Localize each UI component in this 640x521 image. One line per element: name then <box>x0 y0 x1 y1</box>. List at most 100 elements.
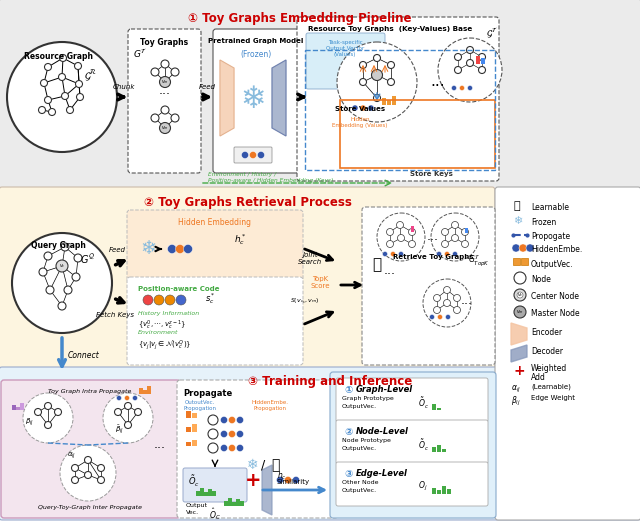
Circle shape <box>374 94 381 102</box>
Polygon shape <box>272 60 286 136</box>
Text: (Learnable): (Learnable) <box>531 384 571 391</box>
Circle shape <box>228 444 236 452</box>
Text: Query Graph: Query Graph <box>31 241 85 250</box>
Circle shape <box>221 430 227 438</box>
Text: HiddenEmbe.
Propogation: HiddenEmbe. Propogation <box>252 400 289 411</box>
Text: Connect: Connect <box>68 351 100 359</box>
Circle shape <box>387 241 394 247</box>
Text: Graph Prototype: Graph Prototype <box>342 396 394 401</box>
Text: ③: ③ <box>344 469 352 479</box>
Circle shape <box>387 79 394 85</box>
Text: ❄: ❄ <box>513 216 522 226</box>
Text: ①: ① <box>344 385 352 395</box>
Text: Graph-Level: Graph-Level <box>356 385 413 394</box>
Circle shape <box>451 234 458 242</box>
Circle shape <box>438 315 442 319</box>
Circle shape <box>444 287 451 293</box>
Circle shape <box>371 69 383 81</box>
Circle shape <box>408 229 415 235</box>
Circle shape <box>461 241 468 247</box>
Text: Weighted: Weighted <box>531 364 567 373</box>
Text: $v_m$: $v_m$ <box>516 308 524 316</box>
Circle shape <box>221 416 227 424</box>
FancyBboxPatch shape <box>513 258 520 265</box>
Circle shape <box>228 416 236 424</box>
FancyBboxPatch shape <box>336 462 488 506</box>
Circle shape <box>97 477 104 483</box>
Text: ...: ... <box>154 439 166 452</box>
Text: ...: ... <box>431 75 445 90</box>
Circle shape <box>257 152 264 158</box>
Circle shape <box>61 93 68 100</box>
Text: $\alpha_{ij}$: $\alpha_{ij}$ <box>67 451 77 461</box>
Circle shape <box>526 244 534 252</box>
Circle shape <box>479 67 486 73</box>
Text: $\tilde{O}_c$: $\tilde{O}_c$ <box>418 438 429 453</box>
Circle shape <box>360 79 367 85</box>
FancyBboxPatch shape <box>234 147 272 163</box>
Text: Propagate: Propagate <box>183 389 232 398</box>
Bar <box>432 447 436 452</box>
Text: $h_c$: $h_c$ <box>277 470 287 482</box>
Circle shape <box>125 403 131 410</box>
Text: $\bar{\beta}_{ij}$: $\bar{\beta}_{ij}$ <box>115 424 125 437</box>
Circle shape <box>445 252 449 256</box>
Text: Joint
Search: Joint Search <box>298 252 322 265</box>
Text: Feed: Feed <box>198 84 216 90</box>
Circle shape <box>58 73 65 81</box>
Circle shape <box>514 306 526 318</box>
Bar <box>186 411 191 418</box>
Text: (Frozen): (Frozen) <box>241 50 271 59</box>
FancyBboxPatch shape <box>128 29 201 173</box>
Circle shape <box>517 292 523 298</box>
Bar <box>224 501 228 506</box>
Bar <box>212 491 216 496</box>
Circle shape <box>360 61 367 68</box>
Polygon shape <box>220 60 234 136</box>
Text: $v_m$: $v_m$ <box>161 124 169 132</box>
Circle shape <box>151 68 159 76</box>
Text: Master Node: Master Node <box>531 309 580 318</box>
Circle shape <box>38 106 45 114</box>
Text: Chunk: Chunk <box>113 84 135 90</box>
Circle shape <box>49 108 56 116</box>
Circle shape <box>461 229 468 235</box>
Circle shape <box>84 472 92 478</box>
Circle shape <box>399 252 403 256</box>
Text: Propogate: Propogate <box>531 232 570 241</box>
Circle shape <box>46 286 54 294</box>
Bar <box>437 408 441 410</box>
Polygon shape <box>511 323 527 345</box>
Text: ...: ... <box>159 83 171 96</box>
Text: $\{v_c^0,\cdots,v_c^{z-1}\}$: $\{v_c^0,\cdots,v_c^{z-1}\}$ <box>138 319 186 332</box>
FancyBboxPatch shape <box>177 380 338 518</box>
Text: Vec.: Vec. <box>186 510 199 515</box>
Text: Frozen: Frozen <box>531 218 556 227</box>
Circle shape <box>56 260 68 272</box>
Circle shape <box>74 63 81 69</box>
FancyBboxPatch shape <box>0 187 495 371</box>
Text: Decoder: Decoder <box>531 347 563 356</box>
Text: ②: ② <box>344 427 352 437</box>
FancyBboxPatch shape <box>127 210 303 281</box>
Text: History Information: History Information <box>138 311 199 316</box>
Circle shape <box>23 393 73 443</box>
Text: Pretrained Graph Model: Pretrained Graph Model <box>208 38 304 44</box>
Bar <box>476 56 480 64</box>
Circle shape <box>512 244 520 252</box>
Circle shape <box>45 421 51 428</box>
FancyBboxPatch shape <box>213 29 299 173</box>
Bar <box>437 445 441 452</box>
Bar <box>12 405 16 410</box>
Circle shape <box>171 68 179 76</box>
Text: +: + <box>244 470 261 490</box>
FancyBboxPatch shape <box>330 372 496 518</box>
Circle shape <box>175 244 184 254</box>
Bar <box>387 100 391 105</box>
Text: Learnable: Learnable <box>531 203 569 212</box>
Text: 🔥: 🔥 <box>513 201 520 211</box>
Bar <box>186 442 191 446</box>
Text: Resource Graph: Resource Graph <box>24 52 93 61</box>
Bar <box>442 449 446 452</box>
Bar <box>437 490 441 494</box>
